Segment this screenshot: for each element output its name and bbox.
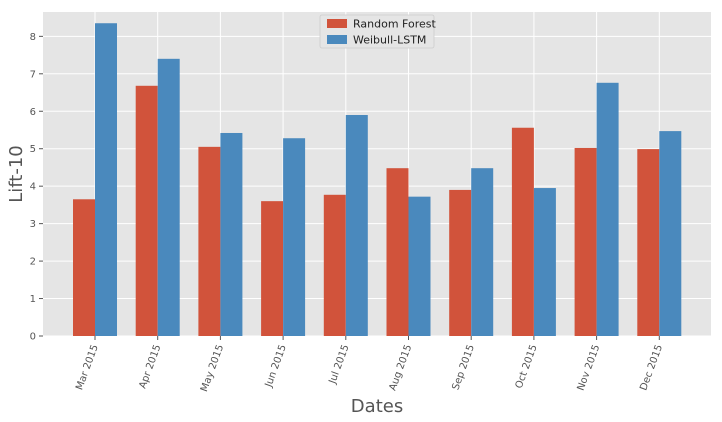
y-tick-label: 3 <box>30 219 36 230</box>
bar-weibull-lstm <box>345 115 368 336</box>
y-tick-label: 6 <box>30 107 36 118</box>
x-tick-label: Apr 2015 <box>137 343 163 390</box>
bar-weibull-lstm <box>95 23 117 336</box>
bar-weibull-lstm <box>283 138 306 336</box>
y-axis-label: Lift-10 <box>6 145 27 203</box>
bar-weibull-lstm <box>471 168 494 336</box>
bar-random-forest <box>637 149 660 336</box>
x-axis-label: Dates <box>351 396 403 417</box>
bar-weibull-lstm <box>659 131 682 336</box>
legend: Random Forest Weibull-LSTM <box>319 14 436 49</box>
x-tick-label: May 2015 <box>199 343 226 393</box>
y-axis-ticks: 0 1 2 3 4 5 6 7 8 <box>30 32 43 343</box>
legend-box <box>319 14 435 49</box>
x-tick-label: Sep 2015 <box>450 343 477 391</box>
bar-random-forest <box>198 146 221 336</box>
bar-random-forest <box>511 127 534 336</box>
y-tick-label: 0 <box>30 332 36 343</box>
x-axis-ticks: Mar 2015 Apr 2015 May 2015 Jun 2015 Jul 2015… <box>74 336 665 393</box>
bar-random-forest <box>449 189 472 336</box>
x-tick-label: Jun 2015 <box>263 343 289 389</box>
bars <box>73 23 682 337</box>
bar-random-forest <box>135 85 158 336</box>
y-tick-label: 7 <box>30 69 36 80</box>
legend-swatch-random-forest <box>327 19 347 28</box>
bar-weibull-lstm <box>157 58 180 337</box>
bar-weibull-lstm <box>533 188 556 336</box>
x-tick-label: Jul 2015 <box>327 343 352 386</box>
x-tick-label: Nov 2015 <box>576 343 603 392</box>
y-tick-label: 2 <box>30 257 36 268</box>
x-tick-label: Dec 2015 <box>638 343 665 392</box>
bar-weibull-lstm <box>596 82 619 336</box>
bar-weibull-lstm <box>408 196 431 336</box>
bar-weibull-lstm <box>220 132 243 336</box>
bar-random-forest <box>261 201 284 336</box>
y-tick-label: 5 <box>30 144 36 155</box>
legend-label-random-forest: Random Forest <box>353 18 436 31</box>
bar-random-forest <box>386 168 409 336</box>
y-tick-label: 8 <box>30 32 36 43</box>
x-tick-label: Mar 2015 <box>74 343 101 391</box>
legend-swatch-weibull-lstm <box>327 35 347 44</box>
legend-label-weibull-lstm: Weibull-LSTM <box>353 34 426 47</box>
bar-random-forest <box>574 147 597 336</box>
bar-random-forest <box>73 199 95 336</box>
x-tick-label: Oct 2015 <box>514 343 540 390</box>
y-tick-label: 4 <box>30 182 36 193</box>
x-tick-label: Aug 2015 <box>388 343 415 392</box>
y-tick-label: 1 <box>30 294 36 305</box>
bar-random-forest <box>323 194 346 336</box>
